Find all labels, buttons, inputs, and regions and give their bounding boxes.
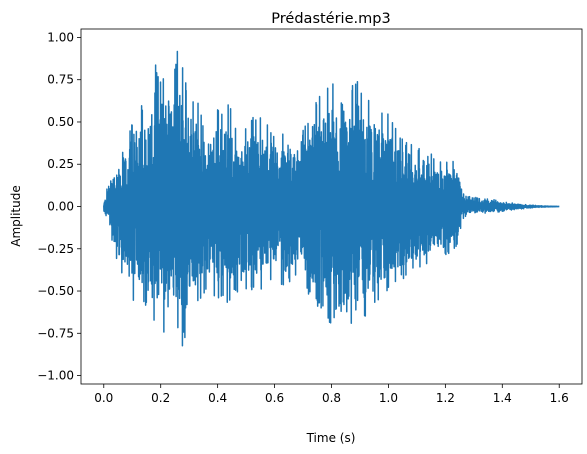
y-tick-label: 0.00 <box>47 200 74 214</box>
plot-area <box>80 28 583 385</box>
x-tick-label: 0.2 <box>151 391 170 405</box>
x-tick-label: 1.2 <box>436 391 455 405</box>
y-tick-label: −0.25 <box>37 242 74 256</box>
waveform-series <box>103 50 560 347</box>
x-tick-label: 1.4 <box>493 391 512 405</box>
x-tick-label: 1.6 <box>550 391 569 405</box>
y-axis-label: Amplitude <box>9 185 23 247</box>
y-tick-label: 0.75 <box>47 73 74 87</box>
x-axis: 0.0 0.2 0.4 0.6 0.8 1.0 1.2 1.4 1.6 <box>94 384 569 405</box>
x-tick-label: 0.0 <box>94 391 113 405</box>
chart-title: Prédastérie.mp3 <box>271 11 390 27</box>
x-tick-label: 0.4 <box>208 391 227 405</box>
x-tick-label: 0.6 <box>265 391 284 405</box>
y-tick-label: −1.00 <box>37 369 74 383</box>
y-axis: 1.00 0.75 0.50 0.25 0.00 −0.25 −0.50 −0.75 −1.00 <box>37 30 81 383</box>
y-tick-label: −0.75 <box>37 326 74 340</box>
y-tick-label: 0.25 <box>47 157 74 171</box>
y-tick-label: 0.50 <box>47 115 74 129</box>
x-tick-label: 1.0 <box>379 391 398 405</box>
x-tick-label: 0.8 <box>322 391 341 405</box>
y-tick-label: 1.00 <box>47 30 74 44</box>
x-axis-label: Time (s) <box>306 431 356 445</box>
y-tick-label: −0.50 <box>37 284 74 298</box>
waveform-line <box>103 50 560 347</box>
